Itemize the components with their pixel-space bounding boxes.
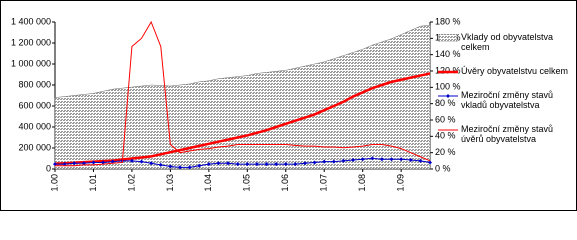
x-tick-label: 1.04 <box>203 174 213 192</box>
y-tick-label: 800 000 <box>18 79 51 89</box>
marker <box>149 161 154 166</box>
marker <box>370 156 375 161</box>
marker <box>322 159 327 164</box>
marker <box>274 162 279 167</box>
marker <box>62 162 67 167</box>
x-tick-label: 1.03 <box>165 174 175 192</box>
y2-tick-label: 0 % <box>435 163 451 173</box>
x-tick-label: 1.07 <box>319 174 329 192</box>
marker <box>206 162 211 167</box>
y-tick-label: 600 000 <box>18 100 51 110</box>
chart-svg: 0 200 000 400 000 600 000 800 000 1 000 000 1 … <box>0 0 577 211</box>
legend-entry: Úvěry obyvatelstvu celkem <box>438 66 572 76</box>
marker <box>187 165 192 170</box>
marker <box>293 162 298 167</box>
legend-label: Meziroční změny stavů vkladů obyvatelstv… <box>461 90 554 110</box>
x-tick-label: 1.09 <box>396 174 406 192</box>
y2-tick-label: 100 % <box>435 82 461 92</box>
marker <box>360 157 365 162</box>
marker <box>53 162 57 167</box>
x-tick-label: 1.01 <box>88 174 98 192</box>
marker <box>101 160 106 165</box>
marker <box>418 158 423 163</box>
line <box>54 72 431 165</box>
area <box>54 24 431 170</box>
marker <box>235 162 240 167</box>
legend-label: Vklady od obyvatelstva celkem <box>461 32 554 52</box>
marker <box>331 159 336 164</box>
legend-label: Úvěry obyvatelstvu celkem <box>461 66 569 76</box>
legend-marker <box>446 94 450 98</box>
y-tick-label: 1 000 000 <box>11 58 51 68</box>
marker <box>428 160 432 165</box>
legend-swatch <box>438 70 458 74</box>
x-tick-label: 1.08 <box>357 174 367 192</box>
marker <box>264 162 269 167</box>
marker <box>216 161 221 166</box>
legend-swatch <box>438 129 458 131</box>
x-tick-label: 1.05 <box>242 174 252 192</box>
marker <box>158 162 163 167</box>
marker <box>91 160 96 165</box>
legend-swatch <box>438 34 458 42</box>
marker <box>312 160 317 165</box>
x-tick-label: 1.06 <box>280 174 290 192</box>
y-tick-label: 1 200 000 <box>11 37 51 47</box>
marker <box>245 162 250 167</box>
marker <box>197 163 202 168</box>
marker <box>303 161 307 166</box>
y2-tick-label: 60 % <box>435 114 456 124</box>
marker <box>283 162 288 167</box>
marker <box>139 159 144 164</box>
marker <box>168 164 173 169</box>
x-tick-label: 1.00 <box>49 174 59 192</box>
y2-tick-label: 80 % <box>435 98 456 108</box>
legend-area <box>438 34 458 42</box>
y2-tick-label: 120 % <box>435 65 461 75</box>
line <box>55 157 431 168</box>
marker <box>178 165 182 170</box>
y-tick-label: 400 000 <box>18 121 51 131</box>
marker <box>72 161 77 166</box>
marker <box>399 157 404 162</box>
line <box>55 20 431 167</box>
x-tick-label: 1.02 <box>126 174 136 192</box>
y2-tick-label: 20 % <box>435 147 456 157</box>
marker <box>110 159 115 164</box>
marker <box>389 157 394 162</box>
marker <box>226 161 231 166</box>
legend: Vklady od obyvatelstva celkem Úvěry obyva… <box>438 32 572 158</box>
marker <box>129 158 134 163</box>
marker <box>408 158 413 163</box>
y-tick-label: 0 <box>46 163 51 173</box>
legend-entry: Vklady od obyvatelstva celkem <box>438 32 572 52</box>
marker <box>254 162 259 167</box>
marker <box>341 158 346 163</box>
legend-entry: Meziroční změny stavů úvěrů obyvatelstva <box>438 124 572 144</box>
y-tick-label: 200 000 <box>18 142 51 152</box>
y-tick-label: 1 400 000 <box>11 16 51 26</box>
marker <box>351 158 356 163</box>
marker <box>379 157 384 162</box>
y2-tick-label: 40 % <box>435 131 456 141</box>
y2-tick-label: 180 % <box>435 16 461 26</box>
legend-label: Meziroční změny stavů úvěrů obyvatelstva <box>461 124 554 144</box>
legend-entry: Meziroční změny stavů vkladů obyvatelstv… <box>438 90 572 110</box>
chart: 0 200 000 400 000 600 000 800 000 1 000 000 1 … <box>0 0 577 211</box>
y2-tick-label: 140 % <box>435 49 461 59</box>
marker <box>81 161 86 166</box>
legend-swatch <box>438 94 458 98</box>
